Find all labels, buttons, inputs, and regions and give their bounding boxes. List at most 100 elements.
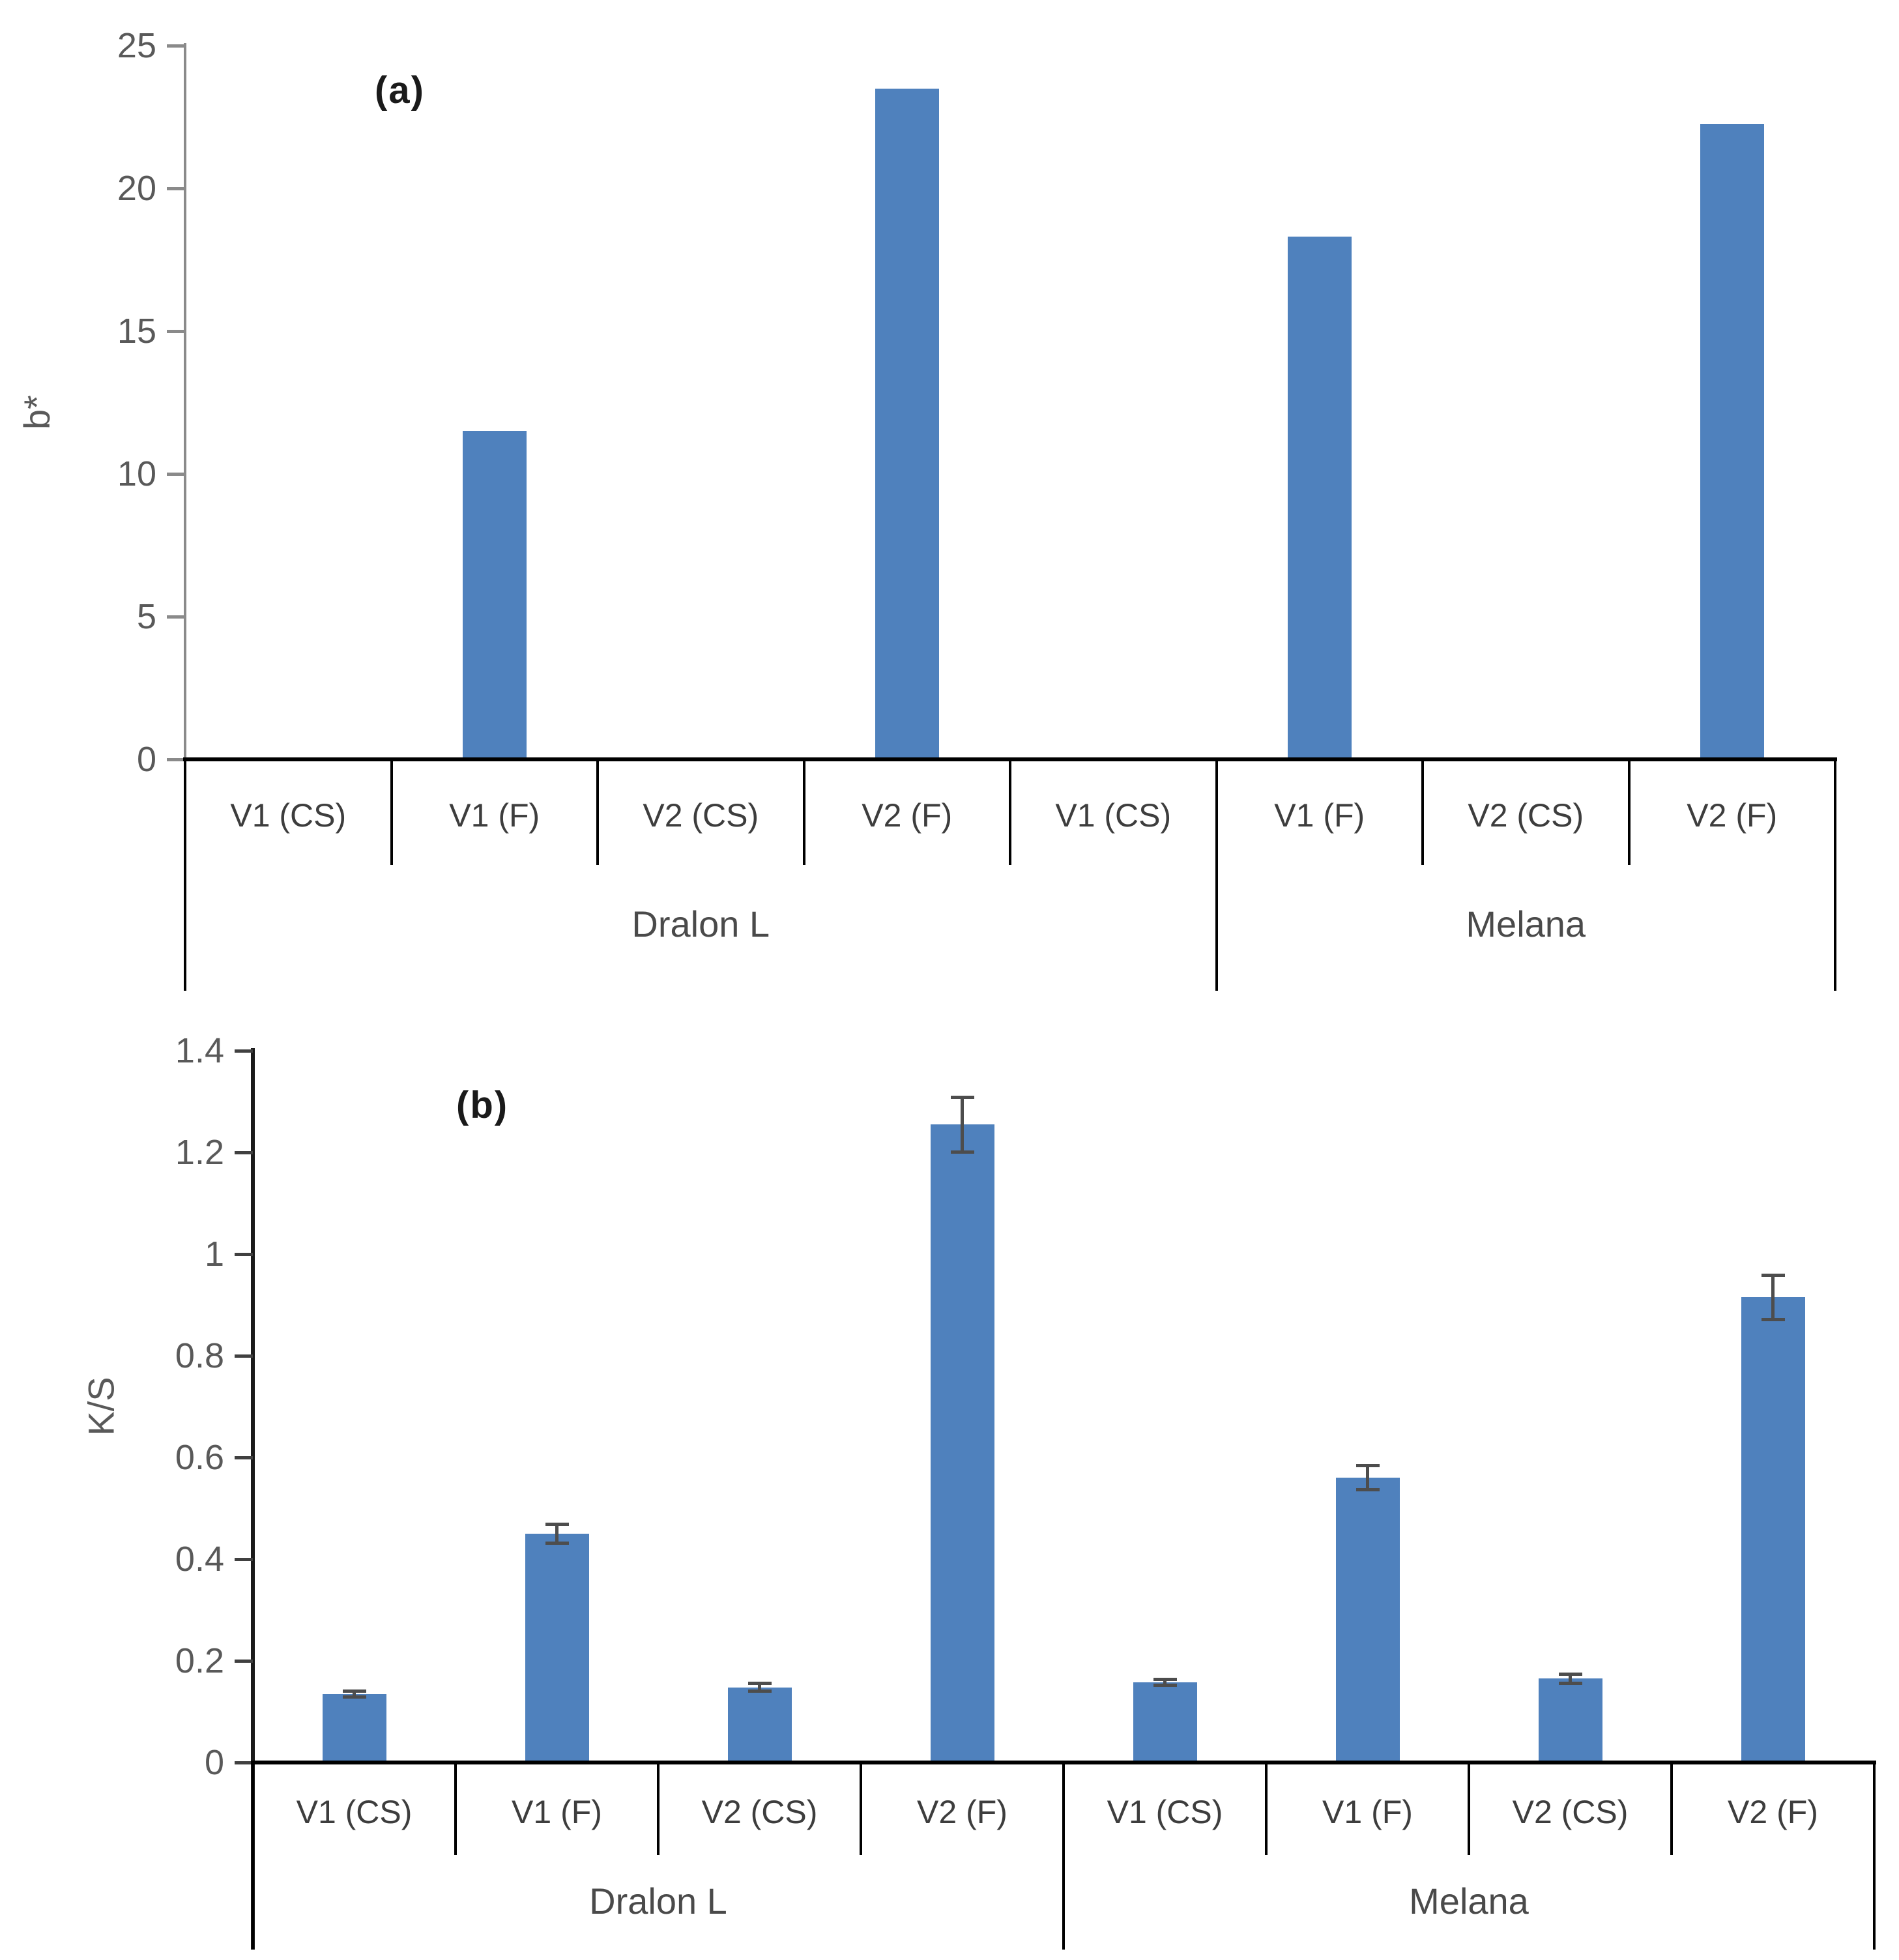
y-axis-tick [235,1761,253,1764]
category-label: V2 (CS) [701,1794,818,1830]
category-label: V1 (F) [1274,797,1365,834]
y-axis-title-a: b* [16,395,57,430]
y-axis-tick [167,44,185,48]
group-separator-line [1062,1763,1065,1950]
y-axis-tick [167,186,185,190]
category-separator-line [390,759,393,865]
bar-dralon-l-v2-f [930,1124,994,1763]
category-separator-line [1670,1763,1673,1855]
error-bar-dralon-l-v1-cs [342,1689,366,1699]
category-separator-line [802,759,805,865]
group-separator-line [1215,759,1218,991]
group-separator-line [252,1763,254,1950]
error-bar-stem [1366,1464,1369,1492]
panel-label-b: (b) [456,1084,509,1126]
error-bar-melana-v2-f [1761,1273,1785,1321]
error-bar-stem [353,1689,356,1699]
y-tick-label: 0 [204,1743,224,1782]
error-bar-dralon-l-v2-f [950,1095,974,1154]
y-tick-label: 0.4 [175,1540,224,1579]
y-axis-title-b: K/S [80,1377,122,1436]
bar-dralon-l-v1-cs [322,1693,386,1763]
y-axis-tick [167,329,185,333]
group-separator-line [184,759,186,991]
y-tick-label: 5 [136,597,156,636]
category-label: V1 (CS) [296,1794,413,1830]
category-label: V1 (F) [1322,1794,1413,1830]
category-separator-line [657,1763,660,1855]
category-label: V2 (CS) [643,797,759,834]
y-tick-label: 0 [136,740,156,779]
bar-melana-v2-cs [1538,1678,1602,1763]
y-tick-label: 25 [117,26,156,65]
bar-dralon-l-v1-f [462,431,527,759]
error-bar-dralon-l-v1-f [545,1522,569,1545]
y-tick-label: 10 [117,454,156,493]
category-separator-line [596,759,599,865]
y-axis-tick [167,757,185,761]
y-tick-label: 20 [117,169,156,208]
bar-dralon-l-v2-f [875,88,939,759]
bar-melana-v2-f [1741,1297,1805,1763]
bar-dralon-l-v1-f [525,1534,589,1763]
y-axis-tick [235,1659,253,1663]
error-bar-dralon-l-v2-cs [747,1681,772,1693]
group-label-dralon-l: Dralon L [631,903,770,944]
y-axis-tick [235,1354,253,1358]
category-separator-line [1265,1763,1268,1855]
category-label: V2 (F) [917,1794,1007,1830]
error-bar-melana-v1-f [1355,1464,1380,1492]
y-tick-label: 1 [204,1235,224,1274]
y-axis-tick [235,1049,253,1053]
category-label: V2 (CS) [1512,1794,1629,1830]
category-separator-line [860,1763,862,1855]
y-axis-tick [167,615,185,619]
y-tick-label: 0.6 [175,1438,224,1477]
error-bar-stem [1163,1677,1167,1687]
y-tick-label: 1.4 [175,1031,224,1070]
group-separator-line [1873,1763,1876,1950]
category-label: V2 (CS) [1468,797,1584,834]
category-label: V1 (F) [512,1794,602,1830]
y-tick-label: 0.8 [175,1336,224,1375]
y-axis-tick [235,1150,253,1154]
category-label: V2 (F) [1687,797,1778,834]
error-bar-stem [1771,1273,1775,1321]
category-separator-line [454,1763,457,1855]
bar-melana-v2-f [1700,124,1764,759]
category-label: V1 (F) [449,797,540,834]
y-axis-line [184,43,186,759]
group-label-melana: Melana [1466,903,1586,944]
panel-label-a: (a) [375,69,425,111]
bar-dralon-l-v2-cs [727,1687,792,1763]
group-separator-line [1834,759,1836,991]
error-bar-melana-v2-cs [1558,1672,1582,1685]
y-axis-tick [167,472,185,476]
error-bar-stem [1569,1672,1572,1685]
error-bar-stem [555,1522,558,1545]
category-label: V2 (F) [862,797,953,834]
y-tick-label: 1.2 [175,1133,224,1172]
bar-melana-v1-f [1335,1478,1400,1763]
chart-panel-a: (a) b* 0 5 10 15 20 25 V1 (CS) V1 (F) V2 (CS) V2 … [16,26,1837,991]
category-label: V1 (CS) [1055,797,1172,834]
category-label: V2 (F) [1728,1794,1818,1830]
error-bar-melana-v1-cs [1153,1677,1177,1687]
chart-panel-b: (b) K/S 0 0.2 0.4 0.6 0.8 1 1.2 1.4 V1 (CS) V1 (F… [0,1030,1899,1960]
bar-melana-v1-cs [1133,1682,1197,1763]
y-tick-label: 15 [117,312,156,351]
category-separator-line [1468,1763,1470,1855]
y-axis-line [251,1048,255,1950]
y-tick-label: 0.2 [175,1641,224,1680]
category-label: V1 (CS) [230,797,347,834]
y-axis-tick [235,1557,253,1561]
y-axis-tick [235,1455,253,1459]
category-separator-line [1627,759,1631,865]
error-bar-stem [961,1095,964,1154]
y-axis-tick [235,1252,253,1256]
error-bar-stem [758,1681,761,1693]
category-separator-line [1421,759,1424,865]
group-label-melana: Melana [1409,1880,1529,1922]
category-separator-line [1009,759,1011,865]
